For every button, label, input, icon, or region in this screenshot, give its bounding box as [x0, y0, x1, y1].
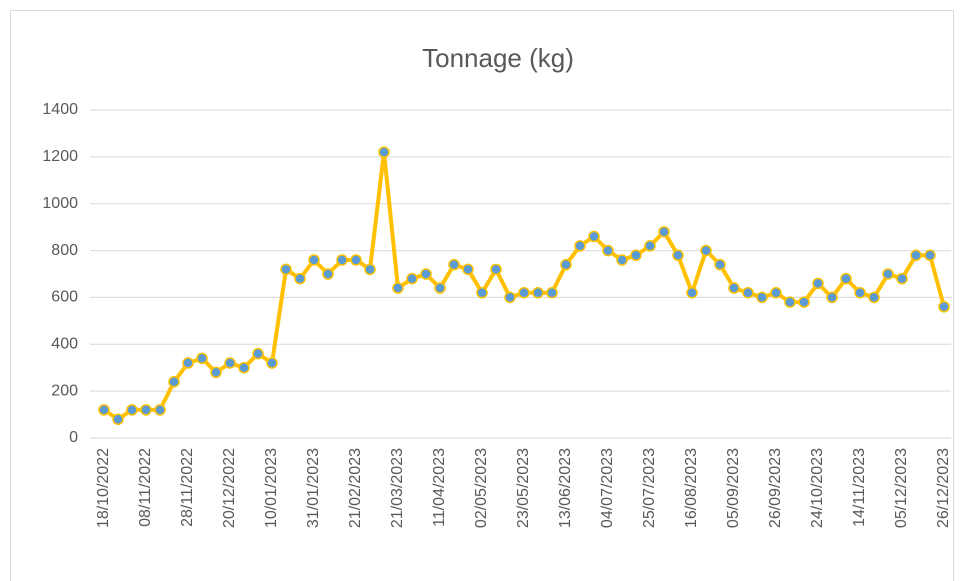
x-tick-label: 11/04/2023: [431, 448, 448, 527]
data-point: [504, 291, 516, 304]
data-point: [910, 249, 922, 262]
data-point: [616, 254, 628, 266]
x-tick-label: 18/10/2022: [95, 448, 112, 528]
data-point: [168, 376, 180, 388]
data-point: [532, 286, 544, 299]
x-tick-label: 04/07/2023: [599, 448, 616, 528]
data-point: [546, 286, 558, 299]
data-point: [658, 226, 670, 238]
data-point: [378, 146, 390, 158]
y-tick-label: 0: [69, 429, 78, 446]
x-tick-label: 05/12/2023: [893, 448, 910, 528]
data-point: [644, 240, 656, 252]
data-point: [784, 296, 796, 308]
data-point: [406, 272, 418, 285]
data-point: [826, 291, 838, 304]
data-point: [518, 286, 530, 299]
x-tick-label: 08/11/2022: [137, 448, 154, 527]
data-point: [588, 230, 600, 243]
data-point: [364, 263, 376, 276]
data-point: [742, 286, 754, 299]
data-point: [434, 282, 446, 294]
x-tick-label: 25/07/2023: [641, 448, 658, 528]
data-point: [392, 282, 404, 294]
data-point: [882, 268, 894, 280]
x-tick-label: 14/11/2023: [851, 448, 868, 527]
data-point: [938, 301, 950, 313]
y-tick-label: 1000: [42, 195, 78, 212]
x-tick-label: 21/02/2023: [347, 448, 364, 528]
data-point: [924, 249, 936, 262]
x-tick-label: 26/09/2023: [767, 448, 784, 528]
data-point: [210, 366, 222, 379]
y-tick-label: 400: [51, 336, 78, 353]
data-point: [728, 282, 740, 294]
data-point: [336, 254, 348, 266]
y-tick-label: 1400: [42, 101, 78, 118]
data-point: [266, 357, 278, 369]
data-point: [126, 404, 138, 416]
data-point: [112, 413, 124, 426]
data-point: [560, 258, 572, 271]
data-point: [98, 404, 110, 416]
data-point: [798, 296, 810, 308]
data-point: [812, 277, 824, 290]
data-point: [350, 254, 362, 266]
x-tick-label: 10/01/2023: [263, 448, 280, 528]
data-point: [462, 263, 474, 276]
data-point: [420, 268, 432, 280]
data-point: [672, 249, 684, 262]
data-point: [308, 254, 320, 266]
y-tick-label: 200: [51, 382, 78, 399]
data-point: [714, 258, 726, 271]
data-point: [700, 244, 712, 257]
data-point: [868, 291, 880, 304]
data-point: [294, 272, 306, 285]
y-tick-label: 1200: [42, 148, 78, 165]
data-point: [476, 286, 488, 299]
data-point: [630, 249, 642, 262]
x-tick-label: 23/05/2023: [515, 448, 532, 528]
data-point: [896, 272, 908, 285]
data-point: [756, 291, 768, 304]
x-tick-label: 21/03/2023: [389, 448, 406, 528]
x-tick-label: 24/10/2023: [809, 448, 826, 528]
x-tick-label: 20/12/2022: [221, 448, 238, 528]
data-point: [574, 240, 586, 252]
x-tick-label: 05/09/2023: [725, 448, 742, 528]
data-point: [238, 361, 250, 374]
data-point: [602, 244, 614, 257]
y-tick-label: 600: [51, 289, 78, 306]
y-tick-label: 800: [51, 242, 78, 259]
x-tick-label: 02/05/2023: [473, 448, 490, 528]
chart-title: Tonnage (kg): [422, 43, 574, 73]
x-tick-label: 16/08/2023: [683, 448, 700, 528]
x-tick-label: 26/12/2023: [935, 448, 952, 528]
data-point: [140, 404, 152, 416]
data-point: [154, 404, 166, 416]
data-point: [448, 258, 460, 271]
x-tick-label: 31/01/2023: [305, 448, 322, 528]
data-point: [770, 286, 782, 299]
data-point: [322, 268, 334, 280]
data-point: [224, 357, 236, 369]
data-point: [280, 263, 292, 276]
data-point: [182, 357, 194, 369]
data-point: [686, 286, 698, 299]
data-point: [854, 286, 866, 299]
x-tick-label: 28/11/2022: [179, 448, 196, 527]
x-tick-label: 13/06/2023: [557, 448, 574, 528]
data-point: [252, 347, 264, 360]
data-point: [490, 263, 502, 276]
data-point: [840, 272, 852, 285]
data-point: [196, 352, 208, 365]
